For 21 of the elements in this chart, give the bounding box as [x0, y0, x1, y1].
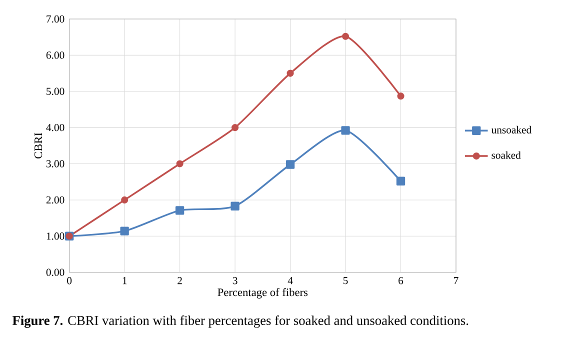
y-tick-label: 4.00	[46, 124, 64, 132]
x-tick-label: 0	[67, 277, 72, 284]
x-tick-label: 3	[232, 277, 238, 284]
y-tick-label: 0.00	[46, 268, 64, 276]
x-tick-label: 6	[398, 277, 404, 284]
x-tick-label: 2	[178, 277, 182, 284]
x-tick-label: 7	[454, 277, 458, 284]
x-tick-label: 1	[122, 277, 127, 284]
y-tick-label: 3.00	[46, 160, 64, 168]
x-axis-title: Percentage of fibers	[218, 288, 308, 298]
legend-label: soaked	[492, 151, 521, 159]
y-tick-label: 6.00	[46, 52, 64, 59]
x-tick-label: 5	[343, 277, 348, 284]
y-tick-label: 1.00	[46, 232, 64, 240]
y-tick-label: 2.00	[46, 196, 64, 204]
y-axis-title: CBRI	[34, 132, 42, 158]
y-tick-label: 7.00	[46, 15, 64, 23]
y-tick-label: 5.00	[46, 88, 64, 95]
x-tick-label: 4	[288, 277, 293, 284]
legend-label: unsoaked	[491, 126, 532, 134]
text: Figure 7. CBRI variation with fiber percentages for soaked and unsoaked conditions.	[12, 316, 468, 328]
